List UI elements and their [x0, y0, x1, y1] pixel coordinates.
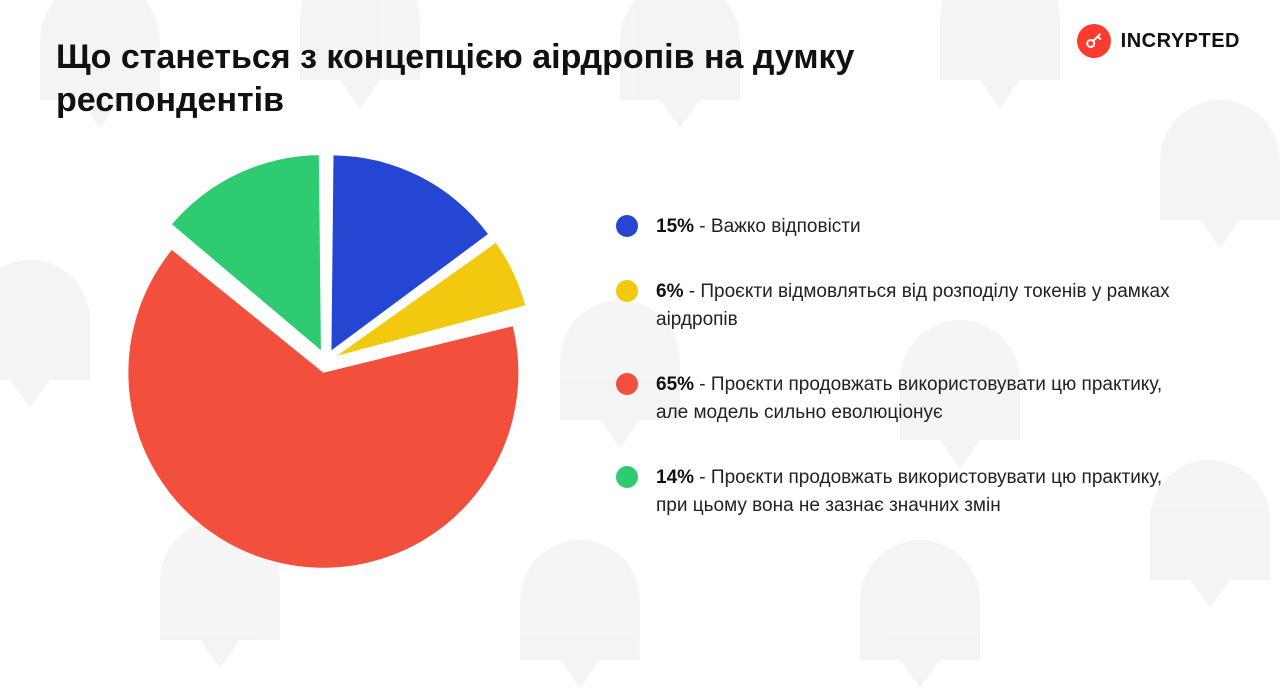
- brand-name: INCRYPTED: [1121, 30, 1240, 53]
- legend-swatch: [616, 373, 638, 395]
- legend-item: 15% - Важко відповісти: [616, 213, 1176, 241]
- legend-percent: 14%: [656, 467, 694, 488]
- legend-text: 14% - Проєкти продовжать використовувати…: [656, 464, 1176, 519]
- legend-text: 15% - Важко відповісти: [656, 213, 861, 241]
- key-icon: [1077, 24, 1111, 58]
- legend-text: 65% - Проєкти продовжать використовувати…: [656, 371, 1176, 426]
- legend-swatch: [616, 466, 638, 488]
- legend-text: 6% - Проєкти відмовляться від розподілу …: [656, 278, 1176, 333]
- legend-percent: 65%: [656, 374, 694, 395]
- legend-percent: 6%: [656, 281, 683, 302]
- legend-label: - Проєкти продовжать використовувати цю …: [656, 374, 1162, 423]
- content-row: 15% - Важко відповісти 6% - Проєкти відмо…: [56, 151, 1224, 571]
- legend: 15% - Важко відповісти 6% - Проєкти відмо…: [616, 203, 1176, 520]
- pie-chart: [116, 151, 536, 571]
- legend-item: 65% - Проєкти продовжать використовувати…: [616, 371, 1176, 426]
- page-title: Що станеться з концепцією аірдропів на д…: [56, 36, 936, 121]
- brand-logo: INCRYPTED: [1077, 24, 1240, 58]
- legend-item: 6% - Проєкти відмовляться від розподілу …: [616, 278, 1176, 333]
- legend-swatch: [616, 280, 638, 302]
- legend-label: - Проєкти відмовляться від розподілу ток…: [656, 281, 1170, 330]
- legend-item: 14% - Проєкти продовжать використовувати…: [616, 464, 1176, 519]
- legend-label: - Важко відповісти: [694, 216, 861, 237]
- legend-percent: 15%: [656, 216, 694, 237]
- legend-label: - Проєкти продовжать використовувати цю …: [656, 467, 1162, 516]
- container: Що станеться з концепцією аірдропів на д…: [0, 0, 1280, 644]
- legend-swatch: [616, 215, 638, 237]
